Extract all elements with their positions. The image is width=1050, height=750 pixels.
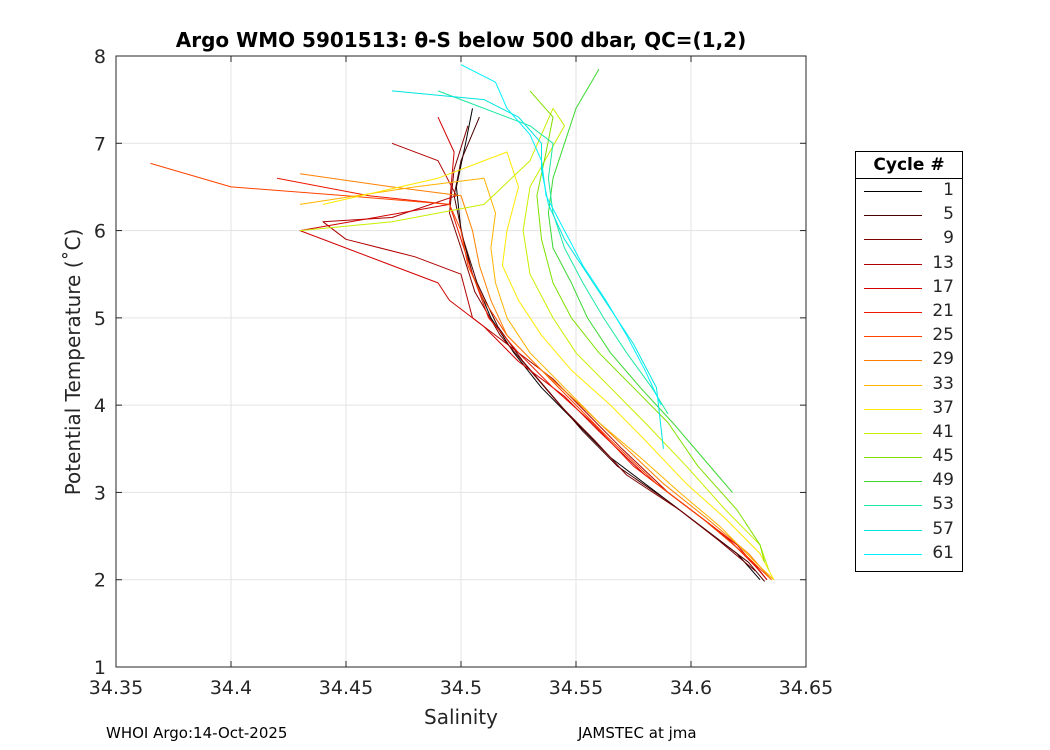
legend-swatch xyxy=(864,432,922,434)
series-line-cycle-45 xyxy=(529,90,766,563)
series-line-cycle-53 xyxy=(437,90,669,415)
legend-swatch xyxy=(864,384,922,386)
legend-entry-cycle-37: 37 xyxy=(856,397,962,421)
legend-label: 53 xyxy=(932,494,954,515)
y-tick-label: 8 xyxy=(94,46,106,68)
legend-label: 9 xyxy=(943,228,954,249)
footer-source: WHOI Argo:14-Oct-2025 xyxy=(106,724,288,742)
legend-swatch xyxy=(864,287,922,289)
legend-swatch xyxy=(864,263,922,265)
y-tick-label: 3 xyxy=(94,482,106,504)
x-tick-label: 34.55 xyxy=(549,677,603,699)
legend-entry-cycle-17: 17 xyxy=(856,276,962,300)
legend: Cycle # 1 5 9 13 17 21 25 29 33 37 41 45 49 53 57 61 xyxy=(855,151,963,572)
y-tick-label: 7 xyxy=(94,133,106,155)
legend-entry-cycle-5: 5 xyxy=(856,203,962,227)
legend-swatch xyxy=(864,457,922,459)
series-line-cycle-29 xyxy=(299,173,772,581)
y-tick-label: 5 xyxy=(94,308,106,330)
legend-label: 29 xyxy=(932,349,954,370)
legend-label: 13 xyxy=(932,252,954,273)
series-line-cycle-21 xyxy=(276,177,761,572)
y-axis-label: Potential Temperature (˚C) xyxy=(61,229,85,496)
legend-entry-cycle-61: 61 xyxy=(856,542,962,566)
series-line-cycle-49 xyxy=(547,68,733,493)
x-tick-label: 34.6 xyxy=(670,677,712,699)
legend-entry-cycle-25: 25 xyxy=(856,324,962,348)
series-line-cycle-57 xyxy=(391,90,664,449)
legend-entry-cycle-33: 33 xyxy=(856,373,962,397)
legend-label: 5 xyxy=(943,204,954,225)
legend-swatch xyxy=(864,239,922,241)
x-tick-label: 34.5 xyxy=(440,677,482,699)
legend-label: 33 xyxy=(932,373,954,394)
x-tick-label: 34.35 xyxy=(89,677,143,699)
y-tick-label: 1 xyxy=(94,657,106,679)
series-lines xyxy=(150,64,775,582)
legend-title: Cycle # xyxy=(856,152,962,179)
footer-credit: JAMSTEC at jma xyxy=(578,724,697,742)
series-line-cycle-41 xyxy=(299,107,770,572)
y-tick-label: 4 xyxy=(94,395,106,417)
legend-swatch xyxy=(864,481,922,483)
legend-label: 45 xyxy=(932,446,954,467)
legend-entry-cycle-49: 49 xyxy=(856,469,962,493)
legend-label: 25 xyxy=(932,325,954,346)
legend-entry-cycle-53: 53 xyxy=(856,493,962,517)
legend-swatch xyxy=(864,408,922,410)
x-tick-label: 34.45 xyxy=(319,677,373,699)
legend-label: 61 xyxy=(932,542,954,563)
legend-swatch xyxy=(864,311,922,313)
legend-label: 41 xyxy=(932,421,954,442)
y-tick-label: 6 xyxy=(94,221,106,243)
series-line-cycle-13 xyxy=(322,142,768,581)
legend-swatch xyxy=(864,191,922,192)
legend-entry-cycle-41: 41 xyxy=(856,421,962,445)
series-line-cycle-33 xyxy=(299,177,775,581)
x-tick-label: 34.65 xyxy=(779,677,833,699)
legend-label: 17 xyxy=(932,276,954,297)
legend-swatch xyxy=(864,215,922,217)
series-line-cycle-61 xyxy=(460,64,662,406)
legend-label: 1 xyxy=(943,180,954,200)
legend-entries: 1 5 9 13 17 21 25 29 33 37 41 45 49 53 57 61 xyxy=(856,179,962,566)
legend-entry-cycle-21: 21 xyxy=(856,300,962,324)
legend-entry-cycle-45: 45 xyxy=(856,445,962,469)
legend-swatch xyxy=(864,505,922,507)
chart-title: Argo WMO 5901513: θ-S below 500 dbar, QC… xyxy=(176,28,746,52)
axis-ticks: 34.35 34.4 34.45 34.5 34.55 34.6 34.65 1 2 3 4 5 6 7 8 xyxy=(89,46,833,699)
legend-swatch xyxy=(864,360,922,362)
legend-label: 49 xyxy=(932,470,954,491)
x-tick-label: 34.4 xyxy=(210,677,252,699)
legend-swatch xyxy=(864,553,922,555)
legend-swatch xyxy=(864,336,922,338)
legend-swatch xyxy=(864,529,922,531)
series-line-cycle-37 xyxy=(322,151,775,580)
x-axis-label: Salinity xyxy=(424,705,498,729)
legend-entry-cycle-1: 1 xyxy=(856,179,962,203)
legend-entry-cycle-9: 9 xyxy=(856,227,962,251)
legend-entry-cycle-13: 13 xyxy=(856,252,962,276)
legend-label: 57 xyxy=(932,518,954,539)
legend-entry-cycle-57: 57 xyxy=(856,518,962,542)
legend-label: 21 xyxy=(932,300,954,321)
y-tick-label: 2 xyxy=(94,570,106,592)
legend-entry-cycle-29: 29 xyxy=(856,348,962,372)
legend-label: 37 xyxy=(932,397,954,418)
